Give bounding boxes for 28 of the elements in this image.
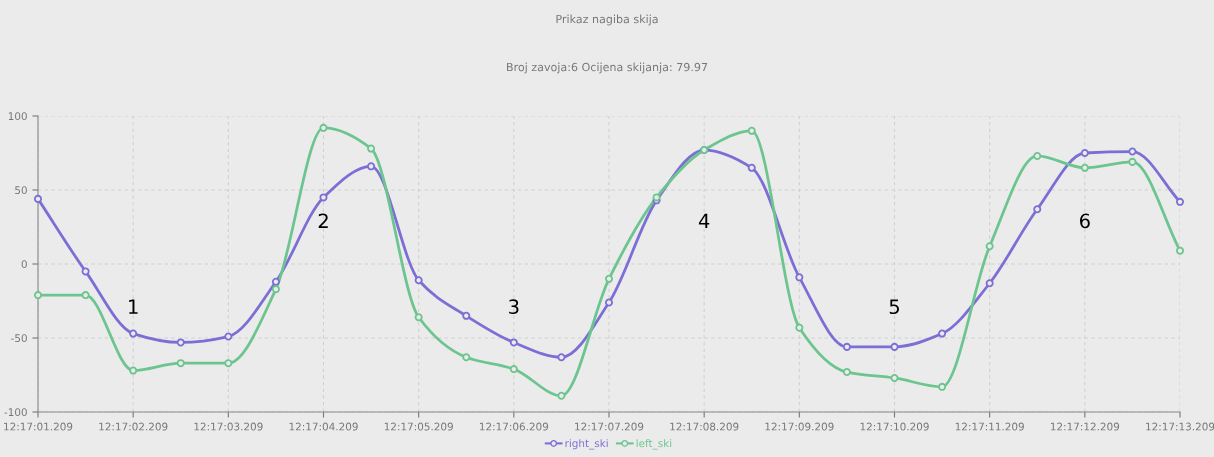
y-tick-label: 100 xyxy=(8,112,27,121)
x-tick-label: 12:17:05.209 xyxy=(384,422,453,431)
x-tick-label: 12:17:06.209 xyxy=(479,422,549,431)
x-tick-label: 12:17:08.209 xyxy=(670,422,739,431)
legend-label: right_ski xyxy=(565,439,608,450)
x-tick-label: 12:17:03.209 xyxy=(194,422,263,431)
x-tick-label: 12:17:10.209 xyxy=(860,422,929,431)
y-tick-label: -100 xyxy=(4,408,27,417)
annotation: 4 xyxy=(698,213,710,228)
annotation: 2 xyxy=(318,213,328,228)
x-tick-label: 12:17:07.209 xyxy=(575,422,644,431)
y-tick-label: 0 xyxy=(21,260,27,269)
legend-label: left_ski xyxy=(636,439,672,450)
x-tick-label: 12:17:04.209 xyxy=(289,422,358,431)
x-tick-label: 12:17:11.209 xyxy=(955,422,1024,431)
annotation: 1 xyxy=(129,299,138,314)
chart-subtitle: Broj zavoja:6 Ocijena skijanja: 79.97 xyxy=(507,62,708,74)
annotation: 5 xyxy=(889,299,899,315)
y-tick-label: -50 xyxy=(11,334,27,343)
x-tick-label: 12:17:02.209 xyxy=(99,422,168,431)
x-tick-label: 12:17:09.209 xyxy=(765,422,834,431)
chart-title: Prikaz nagiba skija xyxy=(556,14,658,26)
x-tick-label: 12:17:13.209 xyxy=(1146,422,1214,431)
annotation: 3 xyxy=(509,299,519,315)
y-tick-label: 50 xyxy=(15,186,27,195)
x-tick-label: 12:17:01.209 xyxy=(4,422,73,431)
annotation: 6 xyxy=(1080,213,1090,229)
x-tick-label: 12:17:12.209 xyxy=(1050,422,1120,431)
